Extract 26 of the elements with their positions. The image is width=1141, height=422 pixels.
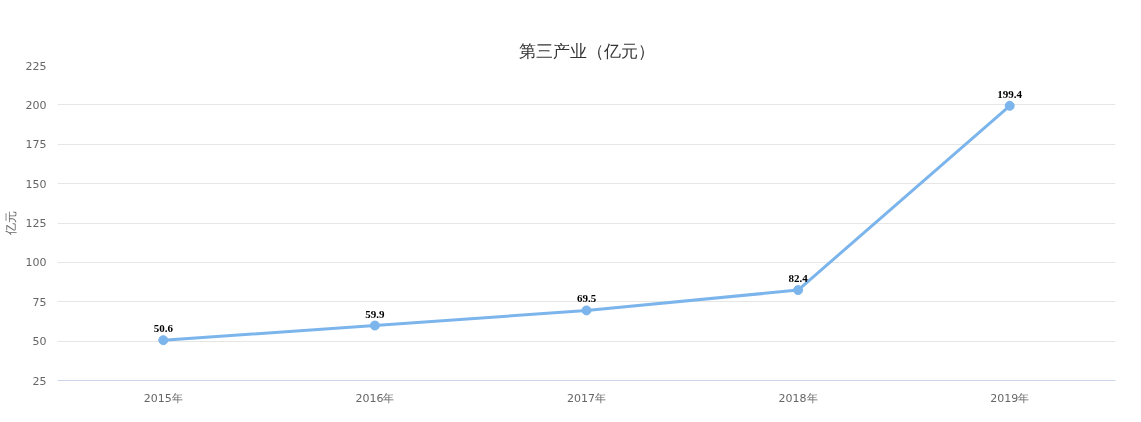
point <box>581 305 592 316</box>
data-label: 82.4 <box>788 272 809 285</box>
data-label: 199.4 <box>997 87 1023 100</box>
x-tick-label: 2017年 <box>567 391 606 405</box>
y-axis-title: 亿元 <box>3 211 18 236</box>
chart-title: 第三产业（亿元） <box>518 40 655 61</box>
point <box>793 285 804 296</box>
y-tick-label: 175 <box>25 138 47 152</box>
x-tick-label: 2018年 <box>778 391 818 405</box>
x-tick-label: 2019年 <box>990 391 1030 405</box>
point <box>158 335 169 346</box>
data-label: 69.5 <box>576 292 597 305</box>
y-tick-label: 225 <box>25 59 47 73</box>
y-tick-label: 200 <box>25 98 47 112</box>
data-label: 50.6 <box>153 322 174 335</box>
x-tick-label: 2015年 <box>143 391 183 405</box>
point <box>369 320 380 331</box>
data-label: 59.9 <box>365 307 386 320</box>
point <box>1004 100 1015 111</box>
x-tick-label: 2016年 <box>355 391 395 405</box>
y-tick-label: 150 <box>25 177 47 191</box>
y-tick-label: 100 <box>25 256 47 270</box>
y-tick-label: 25 <box>32 374 47 388</box>
y-tick-label: 75 <box>32 295 47 309</box>
y-tick-label: 125 <box>25 217 47 230</box>
y-tick-label: 50 <box>32 335 47 349</box>
